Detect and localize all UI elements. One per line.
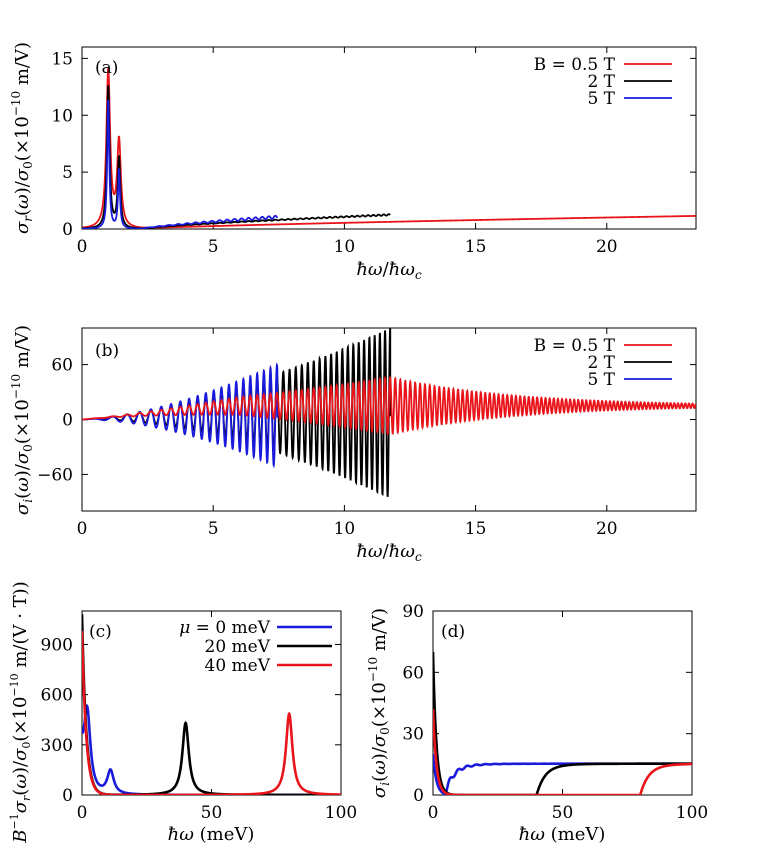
panel-label-b: (b) — [95, 341, 119, 361]
panel-a: 0 5 10 15 20 0 5 10 15 (a) B = 0.5 T 2 T 5 T ħω/… — [9, 42, 697, 282]
y-tick-label-a-0: 0 — [62, 220, 73, 240]
x-axis-label-c: ħω (meV) — [168, 824, 255, 845]
y-tick-label-d-3: 90 — [402, 602, 424, 622]
x-tick-label-a-4: 20 — [596, 237, 618, 257]
x-tick-label-d-1: 50 — [552, 803, 574, 823]
x-axis-label-a: ħω/ħωc — [356, 259, 422, 282]
panel-d: 0 50 100 0 30 60 90 (d) ħω (meV) σi(ω)/σ0(×10−… — [366, 602, 708, 845]
y-tick-label-d-2: 60 — [402, 663, 424, 683]
series-d-mu20 — [433, 651, 692, 795]
plot-frame-a — [81, 46, 697, 230]
legend-label-a-b05: B = 0.5 T — [534, 55, 616, 75]
legend-b: B = 0.5 T 2 T 5 T — [534, 336, 672, 390]
panel-label-c: (c) — [89, 622, 112, 642]
x-tick-label-b-3: 15 — [465, 519, 487, 539]
x-tick-label-d-0: 0 — [428, 803, 439, 823]
legend-label-b-b5: 5 T — [587, 370, 615, 390]
y-tick-label-c-3: 900 — [41, 635, 73, 655]
y-axis-label-a: σr(ω)/σ0(×10−10 m/V) — [9, 42, 35, 234]
panel-label-d: (d) — [441, 622, 465, 642]
legend-label-b-b05: B = 0.5 T — [534, 336, 616, 356]
legend-label-a-b2: 2 T — [587, 72, 615, 92]
y-tick-label-a-3: 15 — [51, 49, 73, 69]
y-tick-label-a-1: 5 — [62, 163, 73, 183]
legend-label-b-b2: 2 T — [587, 353, 615, 373]
legend-a: B = 0.5 T 2 T 5 T — [534, 55, 672, 109]
series-d-mu40 — [433, 709, 692, 795]
y-tick-label-b-1: 0 — [62, 411, 73, 431]
y-tick-label-d-0: 0 — [413, 786, 424, 806]
y-tick-label-d-1: 30 — [402, 725, 424, 745]
y-axis-label-d: σi(ω)/σ0(×10−10 m/V) — [366, 608, 392, 798]
y-tick-label-a-2: 10 — [51, 106, 73, 126]
series-a-b5 — [82, 99, 279, 229]
legend-label-a-b5: 5 T — [587, 89, 615, 109]
y-tick-label-c-1: 300 — [41, 736, 73, 756]
x-tick-label-a-1: 5 — [208, 237, 219, 257]
x-tick-label-c-0: 0 — [77, 803, 88, 823]
x-tick-label-a-2: 10 — [334, 237, 356, 257]
series-c-mu40 — [82, 631, 341, 795]
y-axis-label-b: σi(ω)/σ0(×10−10 m/V) — [9, 325, 35, 515]
x-tick-label-b-1: 5 — [208, 519, 219, 539]
panel-label-a: (a) — [95, 58, 118, 78]
x-tick-label-b-2: 10 — [334, 519, 356, 539]
x-axis-label-b: ħω/ħωc — [356, 541, 422, 564]
series-c-mu0 — [82, 703, 341, 795]
series-b-b05 — [82, 375, 696, 437]
legend-c: μ = 0 meV 20 meV 40 meV — [179, 618, 332, 676]
x-tick-label-c-1: 50 — [201, 803, 223, 823]
y-tick-label-c-2: 600 — [41, 686, 73, 706]
x-tick-label-a-0: 0 — [77, 237, 88, 257]
legend-label-c-mu40: 40 meV — [205, 656, 271, 676]
ticks-a: 0 5 10 15 20 0 5 10 15 — [51, 47, 696, 257]
y-tick-label-c-0: 0 — [62, 786, 73, 806]
y-tick-label-b-0: −60 — [37, 465, 73, 485]
panel-b: 0 5 10 15 20 −60 0 60 (b) B = 0.5 T 2 T 5 T ħω/… — [9, 325, 697, 564]
ticks-d: 0 50 100 0 30 60 90 — [402, 602, 708, 823]
y-axis-label-c: B−1σr(ω)/σ0(×10−10 m/(V · T)) — [8, 581, 33, 843]
series-a-b05 — [82, 67, 696, 229]
x-tick-label-d-2: 100 — [676, 803, 708, 823]
y-tick-label-b-2: 60 — [51, 356, 73, 376]
panel-c: 0 50 100 0 300 600 900 (c) μ = 0 meV 20 meV 40… — [8, 581, 357, 845]
x-tick-label-b-0: 0 — [77, 519, 88, 539]
ticks-b: 0 5 10 15 20 −60 0 60 — [37, 328, 696, 539]
x-tick-label-a-3: 15 — [465, 237, 487, 257]
x-tick-label-b-4: 20 — [596, 519, 618, 539]
legend-label-c-mu20: 20 meV — [205, 637, 271, 657]
x-axis-label-d: ħω (meV) — [519, 824, 606, 845]
legend-label-c-mu0: μ = 0 meV — [179, 618, 271, 638]
series-a-b2 — [82, 85, 391, 229]
x-tick-label-c-2: 100 — [325, 803, 357, 823]
ticks-c: 0 50 100 0 300 600 900 — [41, 611, 357, 823]
